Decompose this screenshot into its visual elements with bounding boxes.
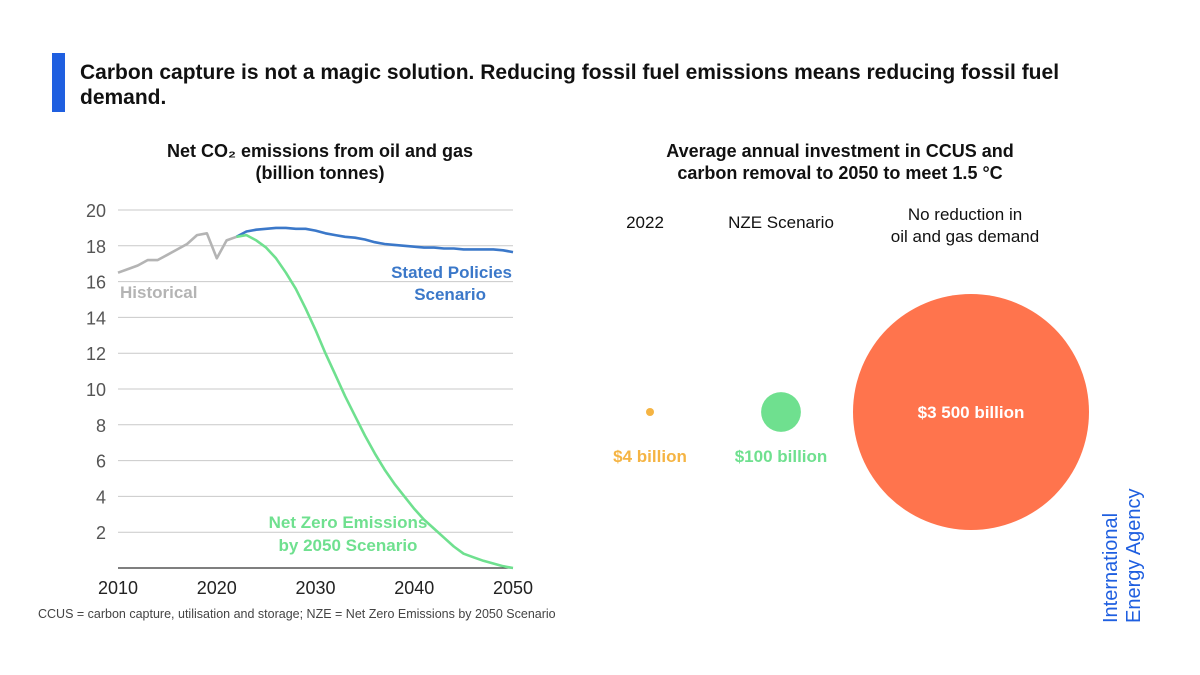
bubble-chart: $4 billion $100 billion $3 500 billion (613, 294, 1089, 530)
annotation-stated-line2: Scenario (414, 285, 486, 304)
y-tick-label-8: 8 (96, 416, 106, 436)
series-line-historical (117, 232, 237, 274)
y-tick-label-4: 4 (96, 487, 106, 507)
column-header-no-reduction: No reduction in oil and gas demand (860, 204, 1070, 248)
iea-logo-line2: Energy Agency (1123, 488, 1145, 623)
footnote: CCUS = carbon capture, utilisation and s… (38, 607, 556, 621)
accent-bar (52, 53, 65, 112)
annotation-stated-line1: Stated Policies (391, 263, 512, 282)
x-tick-label-2020: 2020 (197, 578, 237, 598)
line-chart-title: Net CO₂ emissions from oil and gas (bill… (60, 140, 580, 184)
bubble-value-label-1: $100 billion (735, 447, 828, 466)
series-line-stated_policies (235, 226, 514, 254)
column-header-nze: NZE Scenario (728, 213, 834, 232)
bubble-value-label-0: $4 billion (613, 447, 687, 466)
column-header-no-reduction-line2: oil and gas demand (890, 227, 1040, 246)
annotation-nze-line1: Net Zero Emissions (269, 513, 428, 532)
bubble-2 (853, 294, 1089, 530)
line-chart-subtitle: (billion tonnes) (255, 163, 385, 183)
line-chart-title-text: Net CO₂ emissions from oil and gas (166, 141, 474, 161)
y-tick-label-10: 10 (86, 380, 106, 400)
y-tick-label-6: 6 (96, 452, 106, 472)
x-tick-label-2040: 2040 (394, 578, 434, 598)
bubble-chart-title-line1: Average annual investment in CCUS and (666, 141, 1014, 161)
headline: Carbon capture is not a magic solution. … (80, 61, 1060, 109)
x-tick-label-2010: 2010 (98, 578, 138, 598)
y-tick-label-20: 20 (86, 201, 106, 221)
column-header-2022: 2022 (626, 213, 664, 232)
iea-logo: International Energy Agency (1100, 488, 1146, 623)
y-tick-label-12: 12 (86, 344, 106, 364)
x-tick-label-2050: 2050 (493, 578, 533, 598)
y-tick-label-16: 16 (86, 273, 106, 293)
series-line-nze (236, 233, 514, 570)
column-header-no-reduction-line1: No reduction in (907, 205, 1023, 224)
y-tick-label-18: 18 (86, 237, 106, 257)
line-chart: 2 4 6 8 10 12 14 16 18 20 2010 2020 2030 2040 2050 Hist… (86, 201, 533, 598)
bubble-0 (646, 408, 654, 416)
y-tick-label-14: 14 (86, 308, 106, 328)
bubble-value-label-2: $3 500 billion (918, 403, 1025, 422)
iea-logo-line1: International (1100, 512, 1122, 623)
bubble-1 (761, 392, 801, 432)
bubble-chart-title-line2: carbon removal to 2050 to meet 1.5 °C (677, 163, 1003, 183)
bubble-chart-title: Average annual investment in CCUS and ca… (590, 140, 1090, 184)
annotation-nze-line2: by 2050 Scenario (279, 536, 418, 555)
x-tick-label-2030: 2030 (295, 578, 335, 598)
y-tick-label-2: 2 (96, 523, 106, 543)
annotation-historical: Historical (120, 283, 197, 302)
